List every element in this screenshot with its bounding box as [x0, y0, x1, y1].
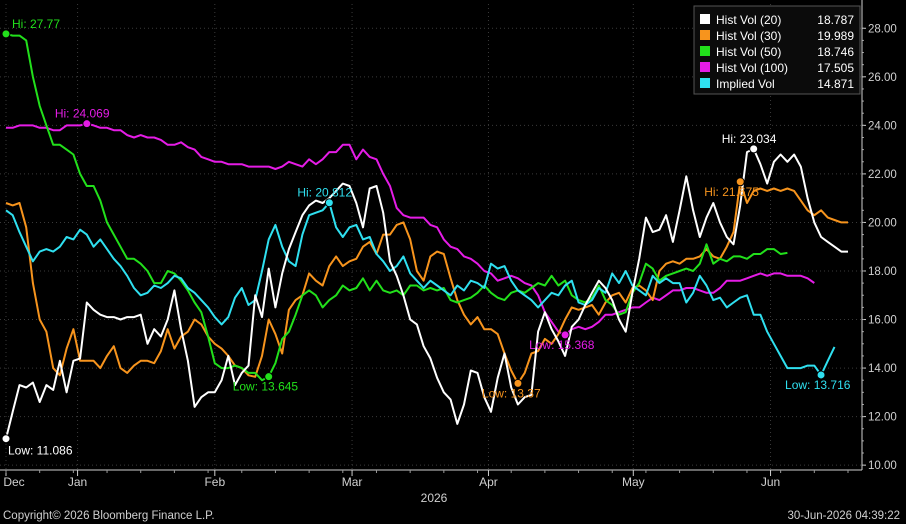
annotation-label: Low: 15.368	[529, 338, 595, 352]
annotation-marker	[749, 144, 759, 154]
legend-box	[693, 5, 861, 95]
y-tick-label: 12.00	[868, 412, 897, 424]
annotation-marker	[1, 29, 11, 39]
annotation-marker	[513, 378, 523, 388]
annotation-marker	[816, 370, 826, 380]
series-line-2	[5, 32, 788, 382]
x-tick-label: Mar	[342, 475, 363, 489]
annotation-label: Low: 11.086	[8, 444, 73, 458]
legend-swatch	[700, 46, 710, 56]
annotation-marker	[735, 177, 745, 187]
x-tick-label: Jun	[761, 475, 780, 489]
x-tick-label: Feb	[204, 475, 225, 489]
axes: 10.00 12.00 14.00 16.00 18.00 20.00 22.00 24.00…	[0, 0, 897, 505]
annotation-label: Low: 13.37	[482, 386, 541, 400]
legend-value: 17.505	[817, 61, 854, 75]
legend-swatch	[700, 62, 710, 72]
annotation-marker	[264, 372, 274, 382]
annotation-label: Hi: 21.675	[704, 185, 759, 199]
legend-swatch	[700, 14, 710, 24]
series-line-3	[6, 122, 815, 336]
annotation-label: Low: 13.716	[785, 378, 851, 392]
legend-value: 18.746	[817, 45, 854, 59]
x-tick-label: Dec	[3, 475, 24, 489]
legend-swatch	[700, 78, 710, 88]
timestamp-text: 30-Jun-2026 04:39:22	[787, 510, 900, 522]
y-tick-label: 20.00	[868, 217, 897, 229]
legend-value: 18.787	[817, 13, 854, 27]
legend-value: 14.871	[817, 77, 854, 91]
y-tick-label: 28.00	[868, 23, 897, 35]
annotation-label: Low: 13.645	[233, 380, 299, 394]
y-tick-label: 14.00	[868, 363, 897, 375]
copyright-text: Copyright© 2026 Bloomberg Finance L.P.	[3, 510, 215, 522]
y-tick-label: 26.00	[868, 72, 897, 84]
y-tick-label: 24.00	[868, 120, 897, 132]
annotation-marker	[1, 434, 11, 444]
legend-value: 19.989	[817, 29, 854, 43]
annotation-label: Hi: 24.069	[55, 107, 110, 121]
legend-swatch	[700, 30, 710, 40]
annotation-label: Hi: 20.812	[297, 186, 352, 200]
legend-label: Hist Vol (50)	[716, 45, 781, 59]
y-tick-label: 16.00	[868, 315, 897, 327]
x-tick-label: Apr	[479, 475, 498, 489]
legend-label: Hist Vol (100)	[716, 61, 788, 75]
y-tick-label: 10.00	[868, 460, 897, 472]
series-lines	[5, 32, 848, 439]
legend: Hist Vol (20) 18.787 Hist Vol (30) 19.989 Hi…	[693, 5, 861, 95]
annotation-marker	[324, 198, 334, 208]
annotation-markers: Hi: 27.77 Hi: 24.069 Hi: 20.812 Hi: 23.034 H…	[1, 17, 851, 458]
annotation-label: Hi: 23.034	[722, 132, 777, 146]
x-year-label: 2026	[421, 491, 448, 505]
annotation-marker	[560, 330, 570, 340]
series-line-0	[5, 147, 848, 439]
annotation-marker	[82, 119, 92, 129]
x-tick-label: Jan	[68, 475, 87, 489]
y-tick-label: 18.00	[868, 266, 897, 278]
legend-label: Hist Vol (20)	[716, 13, 781, 27]
x-tick-label: May	[622, 475, 645, 489]
y-tick-label: 22.00	[868, 169, 897, 181]
legend-label: Implied Vol	[716, 77, 775, 91]
series-line-4	[5, 201, 836, 376]
legend-label: Hist Vol (30)	[716, 29, 781, 43]
annotation-label: Hi: 27.77	[12, 17, 60, 31]
